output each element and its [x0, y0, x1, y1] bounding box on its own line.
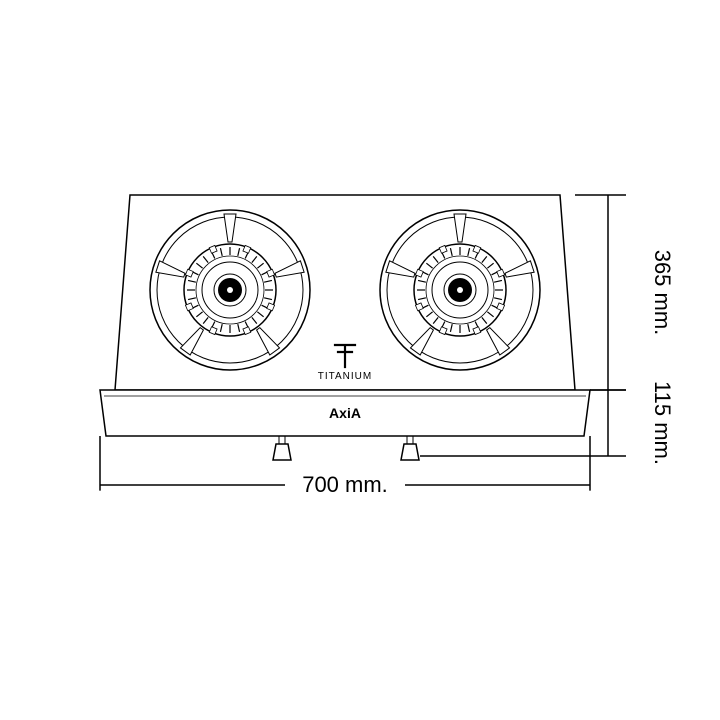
- dimension-width: 700 mm.: [302, 472, 388, 497]
- dimension-depth: 365 mm.: [650, 250, 675, 336]
- control-knob: [273, 444, 291, 460]
- dimension-height: 115 mm.: [650, 381, 675, 465]
- svg-text:TITANIUM: TITANIUM: [318, 371, 372, 382]
- brand-label: AxiA: [329, 405, 361, 421]
- control-knob: [401, 444, 419, 460]
